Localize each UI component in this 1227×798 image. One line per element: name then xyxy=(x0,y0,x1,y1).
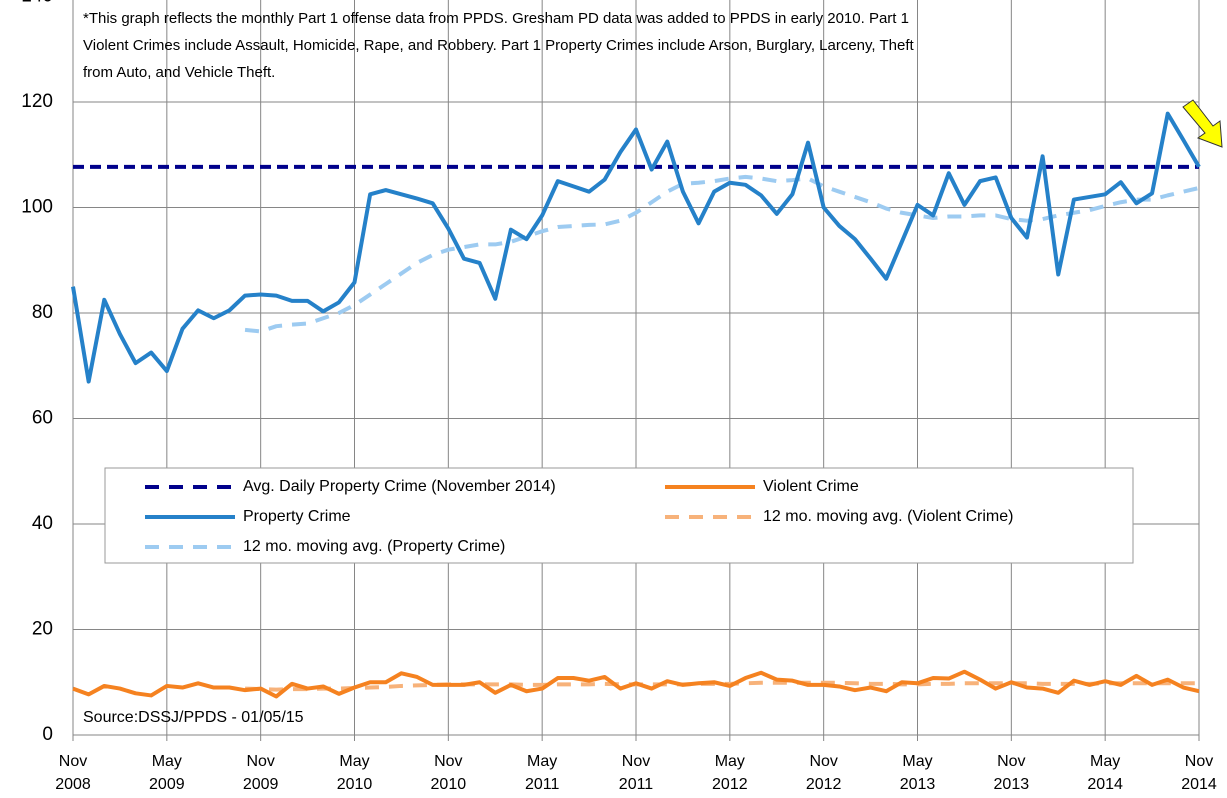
x-tick-label: Nov 2011 xyxy=(619,753,654,793)
legend-label: 12 mo. moving avg. (Violent Crime) xyxy=(763,508,1013,525)
y-tick-label: 80 xyxy=(32,302,53,323)
series-line xyxy=(71,111,1201,384)
y-tick-label: 120 xyxy=(21,91,53,112)
x-tick-label: Nov 2013 xyxy=(994,753,1030,793)
legend: Avg. Daily Property Crime (November 2014… xyxy=(145,478,1013,555)
x-tick-label: May 2014 xyxy=(1087,753,1123,793)
note-line: Violent Crimes include Assault, Homicide… xyxy=(83,37,914,54)
legend-label: 12 mo. moving avg. (Property Crime) xyxy=(243,538,505,555)
y-tick-label: 0 xyxy=(42,724,53,745)
x-tick-label: May 2010 xyxy=(337,753,373,793)
plot-area xyxy=(71,0,1201,741)
legend-box xyxy=(104,467,1134,564)
yellow-arrow xyxy=(1182,99,1223,148)
y-tick-label: 140 xyxy=(21,0,53,7)
x-tick-label: Nov 2014 xyxy=(1181,753,1217,793)
y-tick-label: 60 xyxy=(32,408,53,429)
x-tick-label: Nov 2009 xyxy=(243,753,279,793)
legend-label: Violent Crime xyxy=(763,478,859,495)
legend-label: Avg. Daily Property Crime (November 2014… xyxy=(243,478,556,495)
x-tick-label: Nov 2008 xyxy=(55,753,91,793)
series-line xyxy=(72,669,1200,699)
y-tick-label: 20 xyxy=(32,619,53,640)
x-tick-label: Nov 2010 xyxy=(431,753,467,793)
note-line: from Auto, and Vehicle Theft. xyxy=(83,64,275,81)
y-tick-label: 40 xyxy=(32,513,53,534)
note-line: *This graph reflects the monthly Part 1 … xyxy=(83,10,909,27)
x-tick-label: May 2011 xyxy=(525,753,560,793)
x-tick-label: May 2009 xyxy=(149,753,185,793)
x-tick-label: May 2013 xyxy=(900,753,936,793)
series-line xyxy=(244,680,1199,692)
series-line xyxy=(244,174,1200,334)
legend-label: Property Crime xyxy=(243,508,351,525)
y-tick-label: 100 xyxy=(21,197,53,218)
x-tick-label: Nov 2012 xyxy=(806,753,842,793)
source: Source:DSSJ/PPDS - 01/05/15 xyxy=(83,709,304,726)
x-tick-label: May 2012 xyxy=(712,753,748,793)
